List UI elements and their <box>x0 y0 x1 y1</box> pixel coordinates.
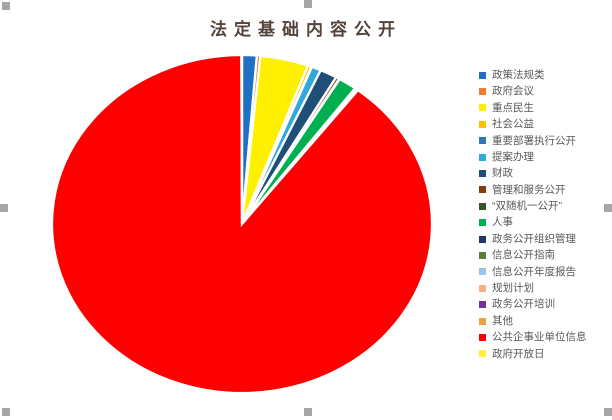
legend-label: 政务公开培训 <box>492 298 555 311</box>
legend-swatch <box>479 137 486 145</box>
legend-label: 信息公开指南 <box>492 249 555 262</box>
legend-label: 公共企事业单位信息 <box>492 331 587 344</box>
legend-swatch <box>479 235 486 243</box>
legend-label: 其他 <box>492 314 513 327</box>
pie-slice[interactable] <box>240 53 244 225</box>
legend-item[interactable]: 财政 <box>479 165 611 181</box>
legend-swatch <box>479 71 486 79</box>
legend-label: 政府会议 <box>492 85 534 98</box>
legend-swatch <box>479 120 486 128</box>
legend-item[interactable]: 提案办理 <box>479 149 611 165</box>
legend-swatch <box>479 301 486 309</box>
legend-item[interactable]: 其他 <box>479 313 611 329</box>
legend-item[interactable]: 人事 <box>479 215 611 231</box>
legend-label: 规划计划 <box>492 282 534 295</box>
legend-swatch <box>479 202 486 210</box>
legend-label: 管理和服务公开 <box>492 183 566 196</box>
legend-swatch <box>479 104 486 112</box>
legend-item[interactable]: 信息公开指南 <box>479 247 611 263</box>
pie-slices <box>50 53 434 395</box>
legend-item[interactable]: 政府会议 <box>479 83 611 99</box>
legend-swatch <box>479 88 486 96</box>
legend-swatch <box>479 186 486 194</box>
legend-label: 人事 <box>492 216 513 229</box>
legend-item[interactable]: 政务公开组织管理 <box>479 231 611 247</box>
selection-handle-bottom-left[interactable] <box>2 408 10 416</box>
legend-label: 社会公益 <box>492 118 534 131</box>
legend-item[interactable]: 管理和服务公开 <box>479 182 611 198</box>
legend-label: 重要部署执行公开 <box>492 134 576 147</box>
legend-label: 政府开放日 <box>492 347 545 360</box>
selection-handle-top-left[interactable] <box>2 2 10 10</box>
legend-label: 政务公开组织管理 <box>492 232 576 245</box>
legend[interactable]: 政策法规类政府会议重点民生社会公益重要部署执行公开 提案办理财政管理和服务公开 “双… <box>479 67 611 362</box>
legend-swatch <box>479 219 486 227</box>
legend-label: “双随机一公开” <box>492 200 562 213</box>
legend-item[interactable]: 重要部署执行公开 <box>479 133 611 149</box>
chart-title: 法定基础内容公开 <box>210 20 402 40</box>
legend-item[interactable]: 政策法规类 <box>479 67 611 83</box>
legend-item[interactable]: 规划计划 <box>479 280 611 296</box>
selection-handle-bottom-right[interactable] <box>604 408 612 416</box>
legend-swatch <box>479 170 486 178</box>
legend-label: 信息公开年度报告 <box>492 265 576 278</box>
legend-item[interactable]: 社会公益 <box>479 116 611 132</box>
legend-label: 政策法规类 <box>492 68 545 81</box>
legend-label: 财政 <box>492 167 513 180</box>
legend-item[interactable]: 政府开放日 <box>479 346 611 362</box>
legend-item[interactable]: 政务公开培训 <box>479 296 611 312</box>
legend-swatch <box>479 333 486 341</box>
legend-item[interactable]: “双随机一公开” <box>479 198 611 214</box>
selection-handle-top-center[interactable] <box>304 0 312 8</box>
legend-swatch <box>479 251 486 259</box>
legend-swatch <box>479 350 486 358</box>
legend-item[interactable]: 公共企事业单位信息 <box>479 329 611 345</box>
legend-item[interactable]: 信息公开年度报告 <box>479 264 611 280</box>
selection-handle-left-middle[interactable] <box>0 204 8 212</box>
selection-handle-right-middle[interactable] <box>604 204 612 212</box>
legend-label: 提案办理 <box>492 150 534 163</box>
legend-label: 重点民生 <box>492 101 534 114</box>
legend-swatch <box>479 284 486 292</box>
legend-swatch <box>479 268 486 276</box>
legend-swatch <box>479 153 486 161</box>
legend-item[interactable]: 重点民生 <box>479 100 611 116</box>
selection-handle-bottom-center[interactable] <box>304 408 312 416</box>
legend-swatch <box>479 317 486 325</box>
